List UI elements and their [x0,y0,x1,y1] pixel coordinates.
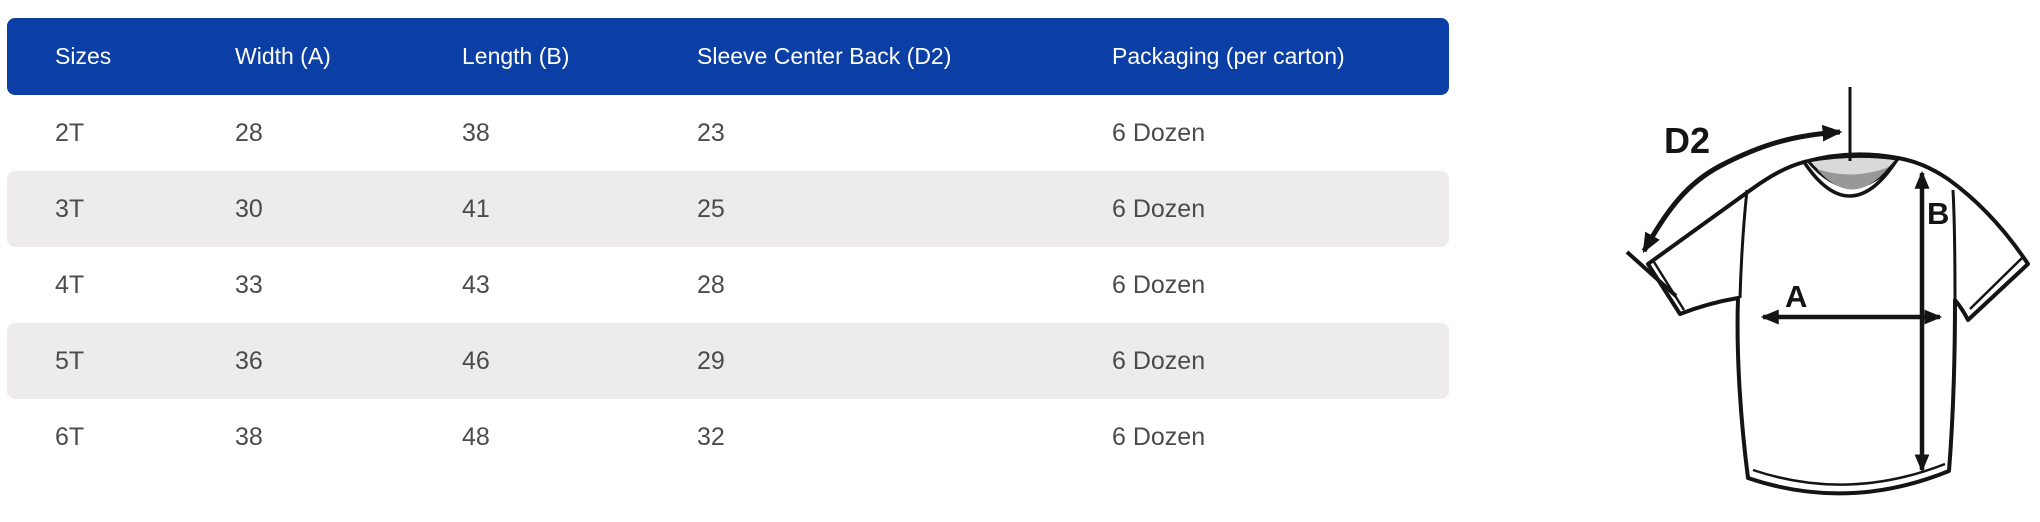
table-row: 6T 38 48 32 6 Dozen [7,399,1449,475]
table-cell: 3T [55,194,85,223]
table-cell: 33 [235,270,263,299]
table-cell: 23 [697,118,725,147]
table-cell: 28 [235,118,263,147]
table-cell: 6 Dozen [1112,194,1206,223]
table-cell: 46 [462,346,490,375]
table-cell: 48 [462,422,490,451]
table-row: 4T 33 43 28 6 Dozen [7,247,1449,323]
label-b: B [1927,196,1949,231]
label-a: A [1785,279,1807,314]
table-cell: 6T [55,422,85,451]
tshirt-diagram-svg: D2 B A [1625,87,2030,496]
table-cell: 32 [697,422,725,451]
table-row: 2T 28 38 23 6 Dozen [7,95,1449,171]
size-table: Sizes Width (A) Length (B) Sleeve Center Ba… [7,18,1449,475]
table-cell: 25 [697,194,725,223]
table-cell: 4T [55,270,85,299]
table-cell: 30 [235,194,263,223]
table-cell: 6 Dozen [1112,422,1206,451]
table-cell: 2T [55,118,85,147]
table-body: 2T 28 38 23 6 Dozen 3T 30 41 25 6 Dozen 4T 33 43 28 6 … [7,95,1449,475]
sleeve-end-reference-line [1625,250,1678,298]
table-cell: 41 [462,194,490,223]
table-cell: 5T [55,346,85,375]
table-cell: 28 [697,270,725,299]
tshirt-measurement-diagram: D2 B A [1580,0,2040,522]
d2-measure-arrow [1641,124,1843,254]
right-armhole-seam [1951,189,1957,301]
column-header: Width (A) [235,43,331,69]
table-cell: 6 Dozen [1112,346,1206,375]
table-cell: 29 [697,346,725,375]
table-cell: 43 [462,270,490,299]
column-header: Sleeve Center Back (D2) [697,43,952,69]
left-sleeve-hem [1652,261,1686,311]
table-cell: 38 [235,422,263,451]
table-cell: 6 Dozen [1112,270,1206,299]
table-row: 3T 30 41 25 6 Dozen [7,171,1449,247]
column-header: Length (B) [462,43,570,69]
column-header: Sizes [55,43,112,69]
label-d2: D2 [1664,120,1710,161]
column-header: Packaging (per carton) [1112,43,1345,69]
table-header: Sizes Width (A) Length (B) Sleeve Center Ba… [7,18,1449,95]
table-cell: 6 Dozen [1112,118,1206,147]
table-cell: 36 [235,346,263,375]
table-row: 5T 36 46 29 6 Dozen [7,323,1449,399]
table-cell: 38 [462,118,490,147]
tshirt-outline [1646,152,2030,496]
right-sleeve-hem [1969,257,2023,310]
